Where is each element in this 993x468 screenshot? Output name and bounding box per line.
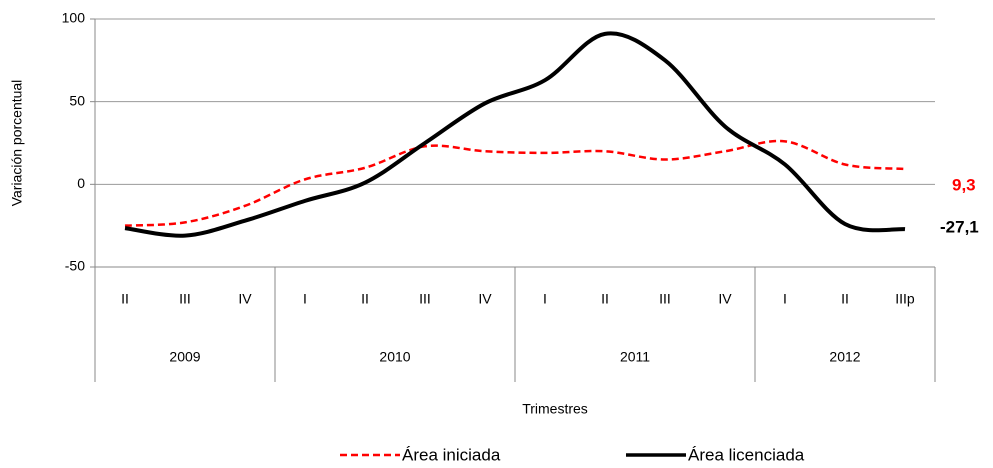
year-label: 2011 [620, 349, 650, 365]
end-label: -27,1 [940, 217, 979, 236]
x-tick-label: III [179, 291, 191, 307]
x-tick-label: II [361, 291, 369, 307]
end-label: 9,3 [952, 175, 976, 194]
x-tick-label: I [303, 291, 307, 307]
year-label: 2009 [169, 349, 200, 365]
legend-label: Área licenciada [688, 445, 805, 464]
legend-label: Área iniciada [402, 445, 501, 464]
y-tick-label: 100 [62, 10, 86, 26]
x-tick-label: II [601, 291, 609, 307]
y-axis-label: Variación porcentual [9, 80, 25, 207]
x-tick-label: IV [238, 291, 252, 307]
x-axis-label: Trimestres [522, 401, 588, 417]
x-tick-label: IV [718, 291, 732, 307]
series-line [124, 31, 906, 238]
y-tick-label: 50 [69, 92, 85, 108]
series-line [124, 139, 906, 227]
x-tick-label: I [783, 291, 787, 307]
x-tick-label: III [659, 291, 671, 307]
x-tick-label: IV [478, 291, 492, 307]
x-tick-label: I [543, 291, 547, 307]
y-tick-label: 0 [77, 175, 85, 191]
year-label: 2010 [379, 349, 410, 365]
x-tick-label: III [419, 291, 431, 307]
x-tick-label: IIIp [895, 291, 915, 307]
x-tick-label: II [841, 291, 849, 307]
y-tick-label: -50 [65, 258, 85, 274]
year-label: 2012 [829, 349, 860, 365]
x-tick-label: II [121, 291, 129, 307]
